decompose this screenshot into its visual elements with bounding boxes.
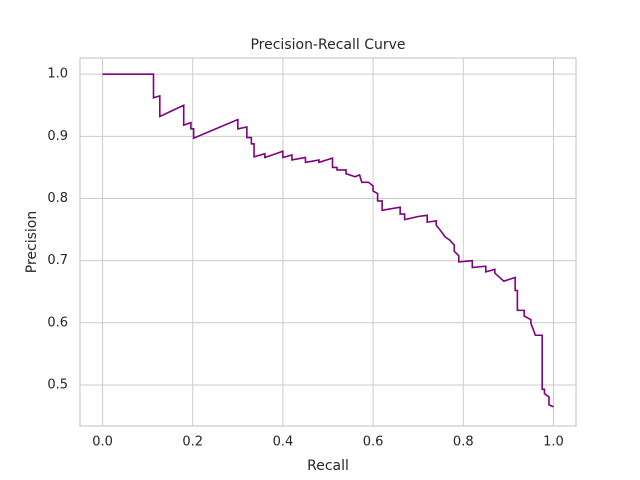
- plot-frame: [79, 57, 577, 427]
- x-tick-label: 1.0: [543, 435, 564, 450]
- pr-curve: [102, 73, 554, 408]
- y-tick-label: 0.6: [47, 315, 68, 330]
- y-tick-label: 0.8: [47, 191, 68, 206]
- chart-title: Precision-Recall Curve: [250, 37, 405, 53]
- x-tick-label: 0.8: [453, 435, 474, 450]
- x-axis-label: Recall: [307, 458, 349, 474]
- y-tick-label: 0.5: [47, 377, 68, 392]
- x-tick-label: 0.2: [182, 435, 203, 450]
- y-axis-label: Precision: [24, 211, 40, 273]
- y-tick-label: 0.7: [47, 253, 68, 268]
- x-tick-label: 0.6: [363, 435, 384, 450]
- y-tick-label: 1.0: [47, 67, 68, 82]
- x-tick-label: 0.4: [273, 435, 294, 450]
- x-tick-label: 0.0: [92, 435, 113, 450]
- y-tick-label: 0.9: [47, 129, 68, 144]
